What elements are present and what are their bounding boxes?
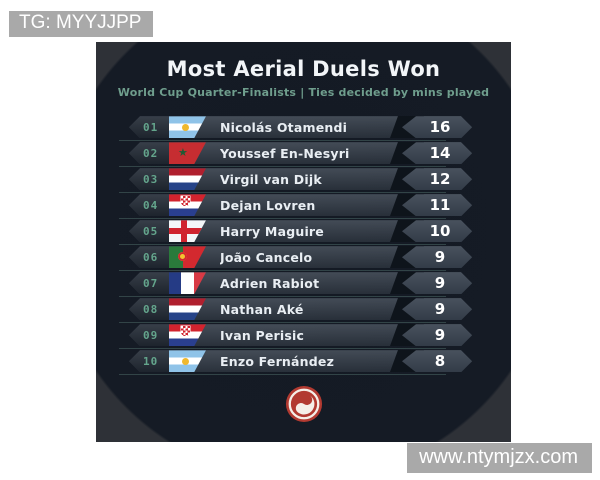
rank-label: 06 bbox=[143, 250, 159, 264]
brand-logo-icon bbox=[285, 385, 323, 423]
table-row: 10 Enzo Fernández 8 bbox=[119, 350, 472, 376]
rank-label: 03 bbox=[143, 172, 159, 186]
rank-label: 08 bbox=[143, 302, 159, 316]
player-name: Ivan Perisic bbox=[220, 327, 305, 343]
player-name: Dejan Lovren bbox=[220, 197, 316, 213]
player-name: Nathan Aké bbox=[220, 301, 304, 317]
netherlands-flag-icon bbox=[169, 298, 206, 320]
stat-value: 9 bbox=[402, 324, 472, 346]
rank-label: 10 bbox=[143, 354, 159, 368]
netherlands-flag-icon bbox=[169, 168, 206, 190]
rank-label: 05 bbox=[143, 224, 159, 238]
stat-value: 12 bbox=[402, 168, 472, 190]
rank-label: 02 bbox=[143, 146, 159, 160]
row-bar: 06 João Cancelo bbox=[129, 246, 472, 268]
row-bar: 02 Youssef En-Nesyri bbox=[129, 142, 472, 164]
player-name: Nicolás Otamendi bbox=[220, 119, 348, 135]
portugal-flag-icon bbox=[169, 246, 206, 268]
table-row: 02 Youssef En-Nesyri 14 bbox=[119, 142, 472, 168]
row-bar: 04 Dejan Lovren bbox=[129, 194, 472, 216]
table-row: 05 Harry Maguire 10 bbox=[119, 220, 472, 246]
row-bar: 07 Adrien Rabiot bbox=[129, 272, 472, 294]
row-bar: 03 Virgil van Dijk bbox=[129, 168, 472, 190]
stat-value: 11 bbox=[402, 194, 472, 216]
stat-value: 16 bbox=[402, 116, 472, 138]
watermark-website: www.ntymjzx.com bbox=[407, 443, 592, 473]
header: Most Aerial Duels Won World Cup Quarter-… bbox=[96, 56, 511, 99]
croatia-flag-icon bbox=[169, 194, 206, 216]
argentina-flag-icon bbox=[169, 116, 206, 138]
player-name: João Cancelo bbox=[220, 249, 313, 265]
croatia-flag-icon bbox=[169, 324, 206, 346]
page-title: Most Aerial Duels Won bbox=[166, 57, 441, 81]
player-name: Virgil van Dijk bbox=[220, 171, 322, 187]
row-bar: 09 Ivan Perisic bbox=[129, 324, 472, 346]
leaderboard-list: 01 Nicolás Otamendi 16 02 Youssef En-Nes… bbox=[119, 116, 472, 376]
row-bar: 10 Enzo Fernández bbox=[129, 350, 472, 372]
player-name: Adrien Rabiot bbox=[220, 275, 320, 291]
stat-value: 14 bbox=[402, 142, 472, 164]
rank-label: 09 bbox=[143, 328, 159, 342]
page-subtitle: World Cup Quarter-Finalists | Ties decid… bbox=[117, 86, 490, 100]
table-row: 08 Nathan Aké 9 bbox=[119, 298, 472, 324]
table-row: 01 Nicolás Otamendi 16 bbox=[119, 116, 472, 142]
morocco-flag-icon bbox=[169, 142, 206, 164]
row-bar: 08 Nathan Aké bbox=[129, 298, 472, 320]
watermark-telegram: TG: MYYJJPP bbox=[9, 11, 154, 37]
england-flag-icon bbox=[169, 220, 206, 242]
player-name: Enzo Fernández bbox=[220, 353, 335, 369]
stat-value: 9 bbox=[402, 246, 472, 268]
table-row: 04 Dejan Lovren 11 bbox=[119, 194, 472, 220]
table-row: 07 Adrien Rabiot 9 bbox=[119, 272, 472, 298]
table-row: 09 Ivan Perisic 9 bbox=[119, 324, 472, 350]
rank-label: 01 bbox=[143, 120, 159, 134]
row-bar: 05 Harry Maguire bbox=[129, 220, 472, 242]
table-row: 03 Virgil van Dijk 12 bbox=[119, 168, 472, 194]
player-name: Youssef En-Nesyri bbox=[220, 145, 350, 161]
infographic-panel: Most Aerial Duels Won World Cup Quarter-… bbox=[96, 42, 511, 442]
stat-value: 9 bbox=[402, 298, 472, 320]
stat-value: 10 bbox=[402, 220, 472, 242]
table-row: 06 João Cancelo 9 bbox=[119, 246, 472, 272]
rank-label: 04 bbox=[143, 198, 159, 212]
rank-label: 07 bbox=[143, 276, 159, 290]
stat-value: 9 bbox=[402, 272, 472, 294]
row-bar: 01 Nicolás Otamendi bbox=[129, 116, 472, 138]
stat-value: 8 bbox=[402, 350, 472, 372]
france-flag-icon bbox=[169, 272, 206, 294]
player-name: Harry Maguire bbox=[220, 223, 324, 239]
argentina-flag-icon bbox=[169, 350, 206, 372]
